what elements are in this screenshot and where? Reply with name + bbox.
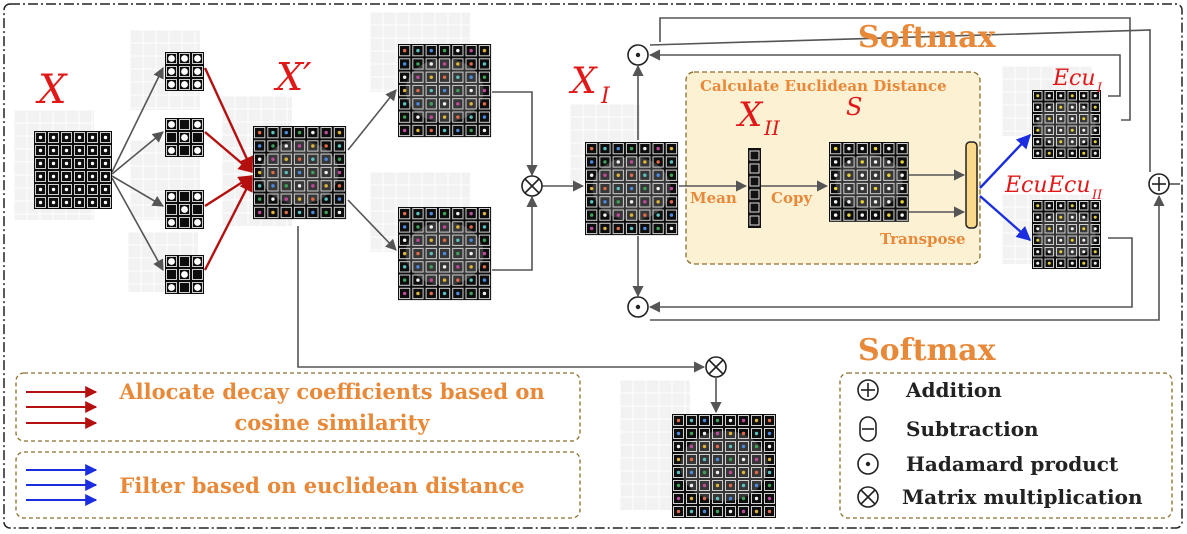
- tile-x: [34, 131, 112, 209]
- euclid-arrows: [979, 133, 1032, 241]
- addition-symbol: [1148, 173, 1170, 195]
- label-x-one-sub: I: [600, 84, 611, 109]
- label-x-prime: X′: [273, 55, 312, 99]
- legend-addition-icon: [857, 379, 879, 401]
- legend-euclid-arrows: [26, 464, 98, 506]
- legend-addition-text: Addition: [905, 378, 1002, 402]
- hadamard-symbol-bottom: [627, 296, 649, 318]
- tile-branch-4: [165, 255, 204, 294]
- legend-hadamard-text: Hadamard product: [906, 452, 1119, 476]
- mean-label: Mean: [690, 189, 737, 207]
- matmul-symbol-1: [521, 175, 543, 197]
- tile-ecu-one: [1032, 90, 1101, 159]
- label-x-two: X: [735, 95, 764, 135]
- outer-frame: [3, 3, 1183, 529]
- legend-cosine-arrows: [26, 386, 98, 429]
- hadamard-symbol-top: [627, 44, 649, 66]
- matmul-symbol-2: [705, 356, 727, 378]
- copy-label: Copy: [771, 189, 813, 207]
- legend-matmul-text: Matrix multiplication: [902, 485, 1143, 509]
- legend-cosine-line2: cosine similarity: [234, 410, 430, 435]
- tile-x-prime-copy-top: [398, 44, 492, 138]
- tile-x-one: [585, 142, 679, 236]
- legend-cosine-box: [15, 372, 581, 442]
- legend-matmul-icon: [857, 486, 879, 508]
- label-ecu-one-sub: I: [1096, 81, 1103, 96]
- transpose-label: Transpose: [880, 230, 966, 248]
- x2-vector: [748, 148, 761, 228]
- legend-subtraction-icon: [859, 416, 877, 442]
- tile-branch-2: [165, 118, 204, 157]
- legend-ops-box: [839, 372, 1173, 519]
- tile-branch-3: [165, 190, 204, 229]
- softmax-top-label: Softmax: [858, 20, 997, 55]
- label-s: S: [846, 93, 862, 121]
- label-x: X: [35, 67, 68, 113]
- legend-cosine-line1: Allocate decay coefficients based on: [118, 379, 544, 404]
- softmax-bottom-label: Softmax: [858, 333, 997, 368]
- legend-euclid-text: Filter based on euclidean distance: [119, 473, 524, 498]
- label-ecu-one: Ecu: [1052, 66, 1096, 91]
- legend-euclid-box: [15, 451, 581, 519]
- tile-x-prime: [253, 126, 347, 220]
- legend-hadamard-icon: [857, 453, 879, 475]
- tile-s: [829, 142, 909, 222]
- tile-output: [672, 414, 776, 518]
- ecu-stack-bar: [965, 141, 978, 229]
- tile-x-prime-copy-bottom: [398, 207, 492, 301]
- label-ecu: Ecu: [1004, 173, 1048, 198]
- connector-lines: [111, 17, 1180, 414]
- x2-vector-cells: [749, 150, 760, 226]
- feature-tiles: [34, 44, 1101, 518]
- tile-ecu-two: [1032, 200, 1101, 269]
- cosine-arrows: [203, 67, 254, 271]
- label-ecu-two: Ecu: [1047, 173, 1091, 198]
- calc-euclid-label: Calculate Euclidean Distance: [700, 77, 947, 95]
- tile-branch-1: [165, 52, 204, 91]
- label-x-two-sub: II: [763, 116, 781, 140]
- label-ecu-two-sub: II: [1091, 188, 1103, 203]
- legend-subtraction-text: Subtraction: [906, 417, 1039, 441]
- label-x-one: X: [568, 61, 598, 102]
